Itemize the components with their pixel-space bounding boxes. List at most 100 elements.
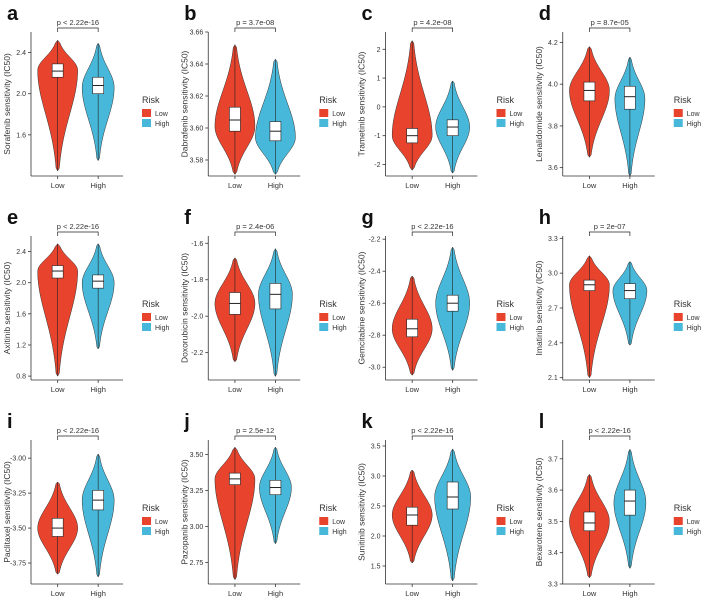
y-tick-label: -2.0: [191, 314, 203, 321]
y-tick-label: -2.2: [368, 237, 380, 244]
y-tick-label: 2.1: [548, 375, 558, 382]
p-value-label: p < 2.22e-16: [57, 222, 99, 231]
legend-swatch-low: [142, 517, 151, 525]
y-tick-label: 3.66: [190, 30, 204, 37]
box-low: [583, 511, 596, 532]
legend-label-low: Low: [332, 315, 346, 322]
p-value-label: p < 2.22e-16: [57, 18, 99, 27]
box-high: [269, 283, 282, 310]
legend-title: Risk: [497, 95, 515, 105]
legend-label-low: Low: [155, 111, 169, 118]
y-tick-label: 2.0: [16, 91, 26, 98]
y-tick-label: -1.8: [191, 277, 203, 284]
x-tick-label: Low: [228, 589, 242, 598]
legend-label-high: High: [510, 121, 525, 128]
y-axis-title: Trametinib sensitivity (IC50): [357, 51, 367, 156]
panel-letter: h: [539, 207, 551, 229]
panel-letter: f: [184, 207, 191, 229]
y-tick-label: 3.62: [190, 94, 204, 101]
y-axis-title: Bexarotene sensitivity (IC50): [534, 458, 544, 567]
y-axis-title: Sorafenib sensitivity (IC50): [2, 53, 12, 155]
y-tick-label: 3.64: [190, 62, 204, 69]
y-tick-label: 3.5: [548, 519, 558, 526]
y-tick-label: 2.0: [371, 534, 381, 541]
panel-b: b Dabrafenib sensitivity (IC50)3.58 3.60 3.…: [179, 3, 347, 190]
legend-swatch-low: [496, 109, 506, 117]
legend-label-high: High: [155, 325, 170, 332]
x-tick-label: High: [268, 589, 283, 598]
y-tick-label: 2.0: [16, 280, 26, 287]
x-tick-label: High: [90, 181, 105, 190]
panel-letter: i: [7, 411, 13, 433]
x-tick-label: High: [622, 589, 637, 598]
y-tick-label: -2.2: [191, 350, 203, 357]
legend-swatch-low: [673, 517, 683, 525]
panel-letter: a: [7, 3, 19, 25]
panel-g: g Gemcitabine sensitivity (IC50)-3.0 -2.8 -…: [357, 207, 525, 394]
legend-label-high: High: [332, 529, 347, 536]
y-tick-label: -3.75: [10, 561, 26, 568]
y-tick-label: 3.6: [548, 165, 558, 172]
panel-letter: g: [362, 207, 374, 229]
box-low: [51, 63, 64, 78]
y-tick-label: 2.7: [548, 306, 558, 313]
legend-swatch-low: [142, 109, 151, 117]
y-axis-title: Lenalidomide sensitivity (IC50): [534, 46, 544, 162]
y-tick-label: 0: [377, 104, 381, 111]
y-tick-label: 1.2: [16, 342, 26, 349]
legend-swatch-high: [496, 119, 506, 127]
y-tick-label: 3.50: [190, 452, 204, 459]
y-tick-label: 3.0: [548, 271, 558, 278]
p-value-label: p = 4.2e-08: [413, 18, 451, 27]
legend-label-low: Low: [687, 315, 701, 322]
x-tick-label: Low: [583, 589, 597, 598]
significance-bracket: [57, 435, 99, 440]
box-low: [583, 279, 596, 291]
legend-label-high: High: [687, 529, 702, 536]
legend-swatch-high: [319, 527, 329, 535]
legend-label-high: High: [510, 529, 525, 536]
legend-swatch-low: [319, 109, 329, 117]
legend-swatch-high: [319, 323, 329, 331]
legend-title: Risk: [674, 95, 692, 105]
box-high: [624, 489, 636, 516]
y-tick-label: 0.8: [16, 374, 26, 381]
y-tick-label: -2.8: [368, 333, 380, 340]
legend-label-low: Low: [510, 315, 524, 322]
y-tick-label: 3.00: [190, 524, 204, 531]
legend-title: Risk: [319, 299, 337, 309]
legend-label-high: High: [510, 325, 525, 332]
significance-bracket: [589, 435, 631, 440]
significance-bracket: [234, 435, 276, 440]
y-tick-label: -1: [374, 133, 380, 140]
y-tick-label: 3.5: [371, 444, 381, 451]
y-tick-label: -2.4: [368, 269, 380, 276]
legend-label-low: Low: [510, 111, 524, 118]
legend-title: Risk: [319, 95, 337, 105]
p-value-label: p < 2.22e-16: [411, 426, 453, 435]
x-tick-label: Low: [583, 181, 597, 190]
legend-swatch-low: [673, 313, 683, 321]
x-tick-label: High: [445, 181, 460, 190]
significance-bracket: [411, 435, 454, 440]
y-tick-label: 4.2: [548, 40, 558, 47]
legend-label-low: Low: [155, 519, 169, 526]
y-tick-label: 3.6: [548, 488, 558, 495]
y-axis-title: Doxorubicin sensitivity (IC50): [179, 253, 189, 363]
y-tick-label: 2.4: [16, 50, 26, 57]
box-low: [583, 81, 596, 102]
legend-label-high: High: [332, 325, 347, 332]
y-tick-label: -2.6: [368, 301, 380, 308]
legend-label-high: High: [155, 121, 170, 128]
legend-swatch-high: [496, 527, 506, 535]
panel-a: a Sorafenib sensitivity (IC50) 1.6 2.0 2.4 Lo…: [2, 3, 170, 190]
significance-bracket: [57, 231, 99, 236]
box-low: [51, 265, 64, 279]
significance-bracket: [411, 231, 454, 236]
x-tick-label: High: [445, 385, 460, 394]
panel-letter: e: [7, 207, 18, 229]
y-tick-label: 2.75: [190, 560, 204, 567]
legend-swatch-high: [142, 119, 151, 127]
y-tick-label: 3.60: [190, 126, 204, 133]
